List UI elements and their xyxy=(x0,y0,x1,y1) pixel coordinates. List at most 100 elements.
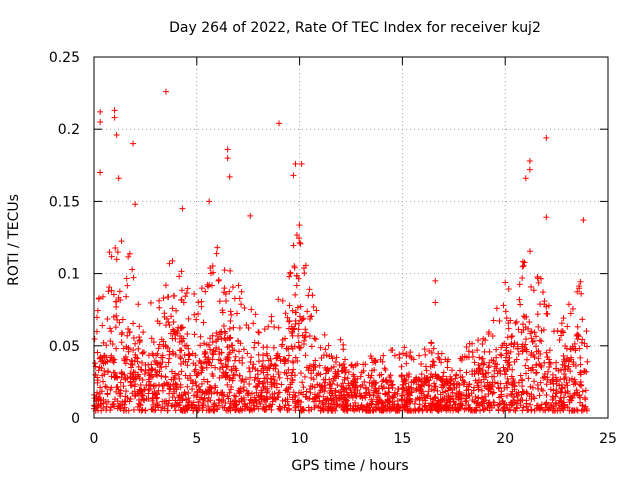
data-point xyxy=(259,405,266,412)
data-point xyxy=(561,362,568,369)
data-point xyxy=(244,390,251,397)
data-point xyxy=(457,401,464,408)
data-point xyxy=(382,403,389,410)
data-point xyxy=(360,361,367,368)
data-point xyxy=(496,318,503,325)
data-point xyxy=(132,201,139,208)
data-point xyxy=(162,373,169,380)
data-point xyxy=(256,329,263,336)
data-point xyxy=(236,357,243,364)
data-point xyxy=(433,402,440,409)
data-point xyxy=(336,362,343,369)
data-point xyxy=(125,326,132,333)
data-point xyxy=(514,345,521,352)
data-point xyxy=(276,120,283,127)
data-point xyxy=(439,396,446,403)
data-point xyxy=(154,350,161,357)
data-point xyxy=(264,388,271,395)
data-point xyxy=(422,403,429,410)
data-point xyxy=(293,282,300,289)
data-point xyxy=(238,395,245,402)
data-point xyxy=(521,314,528,321)
data-point xyxy=(485,385,492,392)
data-point xyxy=(140,348,147,355)
data-point xyxy=(525,375,532,382)
data-point xyxy=(213,338,220,345)
data-point xyxy=(162,322,169,329)
data-point xyxy=(212,364,219,371)
data-point xyxy=(143,382,150,389)
data-point xyxy=(503,368,510,375)
data-point xyxy=(123,293,130,300)
data-point xyxy=(290,359,297,366)
data-point xyxy=(273,362,280,369)
data-point xyxy=(493,354,500,361)
data-point xyxy=(293,232,300,239)
data-point xyxy=(316,362,323,369)
data-point xyxy=(351,378,358,385)
data-point xyxy=(141,397,148,404)
data-point xyxy=(560,401,567,408)
data-point xyxy=(231,295,238,302)
data-point xyxy=(577,361,584,368)
data-point xyxy=(394,398,401,405)
data-point xyxy=(331,401,338,408)
data-point xyxy=(209,339,216,346)
data-point xyxy=(278,381,285,388)
data-point xyxy=(287,269,294,276)
data-point xyxy=(556,382,563,389)
data-point xyxy=(503,380,510,387)
data-point xyxy=(229,375,236,382)
data-point xyxy=(236,399,243,406)
data-point xyxy=(377,356,384,363)
data-point xyxy=(248,306,255,313)
data-point xyxy=(264,378,271,385)
data-point xyxy=(523,356,530,363)
data-point xyxy=(440,383,447,390)
data-point xyxy=(504,334,511,341)
data-point xyxy=(94,377,101,384)
data-point xyxy=(126,250,133,257)
data-point xyxy=(382,366,389,373)
data-point xyxy=(340,388,347,395)
data-point xyxy=(413,374,420,381)
data-point xyxy=(177,360,184,367)
data-point xyxy=(307,313,314,320)
data-point xyxy=(320,393,327,400)
data-point xyxy=(252,374,259,381)
data-point xyxy=(291,263,298,270)
data-point xyxy=(543,303,550,310)
data-point xyxy=(509,366,516,373)
data-point xyxy=(463,344,470,351)
data-point xyxy=(571,378,578,385)
data-point xyxy=(474,399,481,406)
data-point xyxy=(323,352,330,359)
data-point xyxy=(297,303,304,310)
data-point xyxy=(169,257,176,264)
data-point xyxy=(236,348,243,355)
data-point xyxy=(91,336,98,343)
data-point xyxy=(201,358,208,365)
data-point xyxy=(463,369,470,376)
data-point xyxy=(329,380,336,387)
data-point xyxy=(385,385,392,392)
data-point xyxy=(207,397,214,404)
data-point xyxy=(426,382,433,389)
data-point xyxy=(203,364,210,371)
data-point xyxy=(142,367,149,374)
data-point xyxy=(371,379,378,386)
data-point xyxy=(211,400,218,407)
data-point xyxy=(482,397,489,404)
data-point xyxy=(119,329,126,336)
data-point xyxy=(521,259,528,266)
data-point xyxy=(555,404,562,411)
data-point xyxy=(149,397,156,404)
data-point xyxy=(231,392,238,399)
data-point xyxy=(230,324,237,331)
data-point xyxy=(261,375,268,382)
data-point xyxy=(386,374,393,381)
data-point xyxy=(517,301,524,308)
data-point xyxy=(161,314,168,321)
data-point xyxy=(574,288,581,295)
data-point xyxy=(469,349,476,356)
